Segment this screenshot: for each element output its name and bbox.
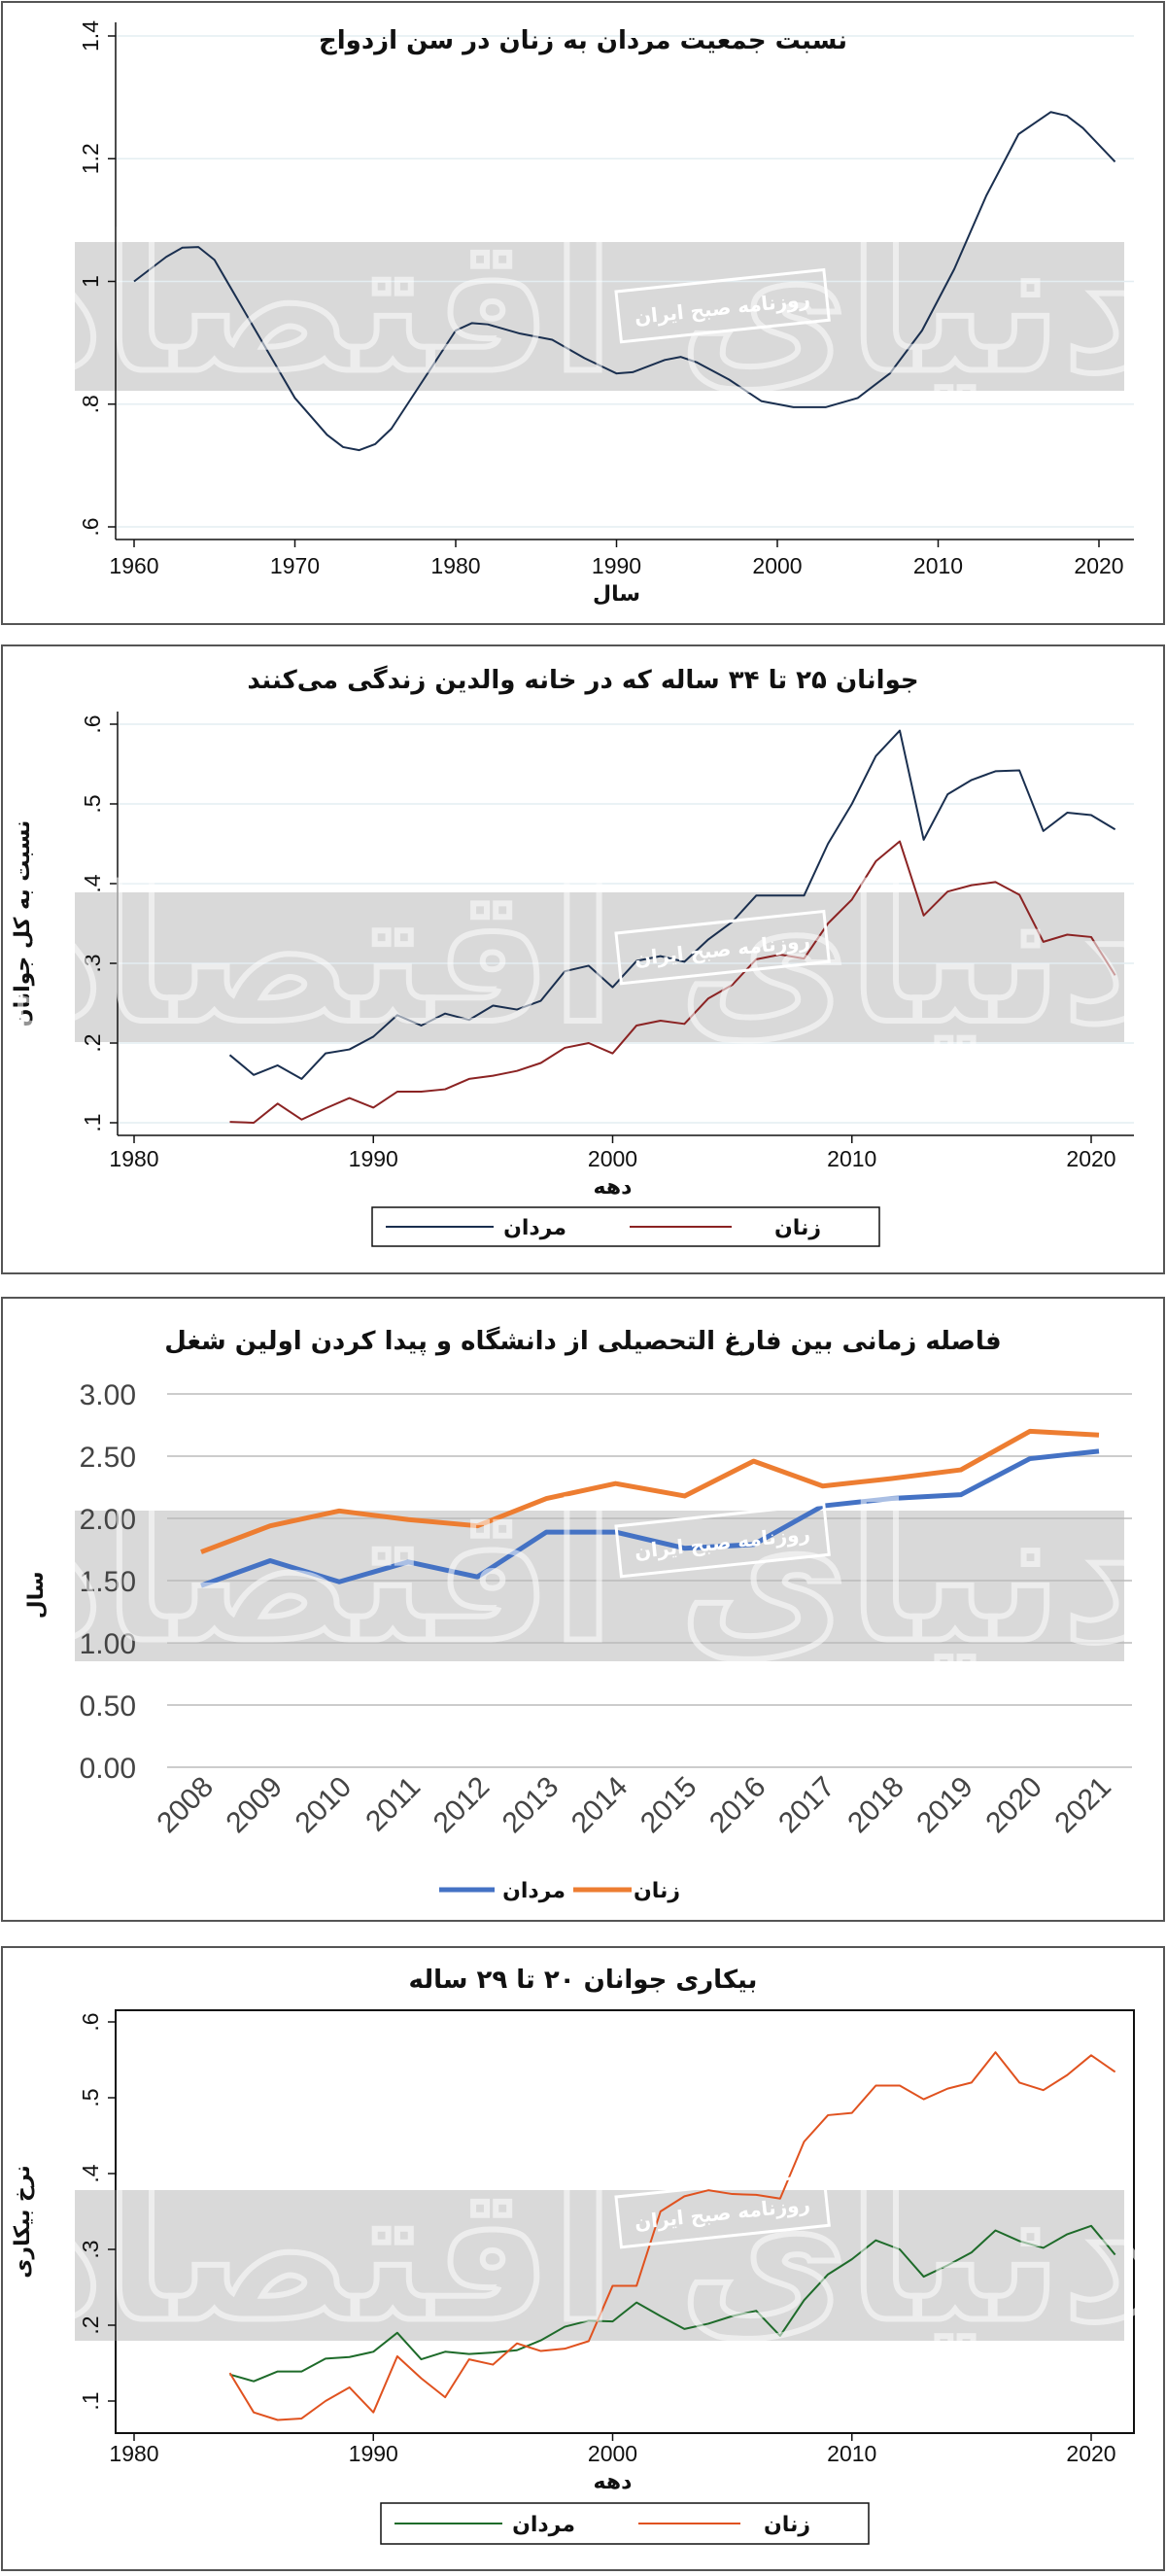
watermark-band <box>75 892 1124 1042</box>
x-tick-label: 1970 <box>270 553 320 578</box>
watermark-logo: دنیای اقتصاد <box>6 1466 1159 1687</box>
y-tick-label: .6 <box>78 517 103 536</box>
x-tick-label: 2020 <box>1066 1146 1115 1171</box>
y-axis-label: نرخ بیکاری <box>11 2165 35 2279</box>
y-tick-label: 0.50 <box>80 1690 136 1723</box>
legend: مردان زنان <box>439 1879 680 1903</box>
series-line <box>229 840 1116 1124</box>
legend-label-women: زنان <box>634 1879 680 1903</box>
y-axis-label: نسبت به کل جوانان <box>11 820 35 1027</box>
y-tick-label: 2.00 <box>80 1504 136 1536</box>
y-tick-label: 1.00 <box>80 1628 136 1660</box>
y-tick-label: .3 <box>80 954 105 972</box>
y-tick-label: 1.2 <box>78 143 103 174</box>
y-tick-label: .2 <box>78 2315 103 2334</box>
legend: مردان زنان <box>380 2502 870 2545</box>
y-tick-label: .6 <box>78 2012 103 2031</box>
series-line <box>200 1448 1100 1588</box>
y-tick-label: 1.50 <box>80 1566 136 1598</box>
x-tick-label: 2010 <box>827 2441 876 2466</box>
x-tick-label: 1980 <box>430 553 480 578</box>
stamp-frame <box>614 2173 831 2249</box>
x-axis-label: سال <box>593 582 640 607</box>
series-line <box>200 1428 1100 1554</box>
x-tick-label: 2020 <box>1066 2441 1115 2466</box>
y-tick-label: .6 <box>80 714 105 733</box>
chart-panel-2: .1 .2 .3 .4 .5 .6 1980 1990 2000 2010 2020 دهه نسبت … <box>1 644 1165 1274</box>
watermark-logo-text: دنیای اقتصاد <box>9 2148 1156 2363</box>
y-tick-label: .4 <box>78 2164 103 2182</box>
watermark-logo: دنیای اقتصاد <box>6 847 1159 1067</box>
x-tick-label: 1990 <box>349 1146 398 1171</box>
chart-panel-4: .1 .2 .3 .4 .5 .6 1980 1990 2000 2010 2020 دهه نرخ ب… <box>1 1946 1165 2571</box>
chart-title: جوانان ۲۵ تا ۳۴ ساله که در خانه والدین ز… <box>247 665 918 695</box>
legend: مردان زنان <box>371 1206 880 1247</box>
y-tick-label: 1 <box>78 275 103 288</box>
x-axis-label: دهه <box>594 1175 633 1200</box>
y-tick-label: .4 <box>80 874 105 892</box>
y-tick-label: .8 <box>78 395 103 413</box>
x-tick-label: 2000 <box>588 1146 637 1171</box>
chart-title: نسبت جمعیت مردان به زنان در سن ازدواج <box>319 26 847 55</box>
series-line <box>229 2224 1116 2383</box>
x-tick-label: 1960 <box>109 553 158 578</box>
watermark-logo-text: دنیای اقتصاد <box>9 850 1156 1064</box>
x-tick-label: 1990 <box>349 2441 398 2466</box>
x-tick-label: 2000 <box>588 2441 637 2466</box>
x-tick-label: 2010 <box>827 1146 876 1171</box>
x-tick-label: 1980 <box>109 1146 158 1171</box>
series-line <box>228 2051 1116 2421</box>
legend-label-men: مردان <box>503 1216 566 1240</box>
y-tick-label: .1 <box>78 2391 103 2410</box>
x-tick-label: 2010 <box>913 553 963 578</box>
y-tick-label: .1 <box>80 1113 105 1131</box>
x-tick-label: 2020 <box>1074 553 1123 578</box>
x-tick-label: 1990 <box>592 553 641 578</box>
stamp-frame <box>614 267 831 344</box>
stamp-frame <box>614 1502 831 1579</box>
y-tick-label: .5 <box>80 794 105 813</box>
watermark-logo-text: دنیای اقتصاد <box>9 1469 1156 1684</box>
chart-title: فاصله زمانی بین فارغ التحصیلی از دانشگاه… <box>164 1326 1001 1356</box>
x-axis-label: دهه <box>594 2470 633 2494</box>
series-line <box>228 729 1116 1080</box>
legend-label-men: مردان <box>512 2513 575 2537</box>
x-tick-label: 2000 <box>752 553 802 578</box>
chart-title: بیکاری جوانان ۲۰ تا ۲۹ ساله <box>409 1966 758 1995</box>
y-axis-label: سال <box>24 1572 49 1619</box>
y-tick-label: .2 <box>80 1033 105 1052</box>
legend-label-women: زنان <box>774 1216 821 1240</box>
chart-panel-1: .6 .8 1 1.2 1.4 1960 1970 1980 1990 2000 2010 2020 س… <box>1 1 1165 625</box>
y-tick-label: 0.00 <box>80 1753 136 1785</box>
y-tick-label: .5 <box>78 2088 103 2106</box>
y-tick-label: .3 <box>78 2240 103 2258</box>
watermark-logo: دنیای اقتصاد <box>6 196 1159 417</box>
y-tick-label: 1.4 <box>78 20 103 52</box>
stamp-frame <box>614 909 831 986</box>
watermark-logo: دنیای اقتصاد <box>6 2145 1159 2366</box>
legend-label-women: زنان <box>764 2513 810 2537</box>
legend-label-men: مردان <box>502 1879 566 1903</box>
x-tick-label: 1980 <box>109 2441 158 2466</box>
watermark-logo-text: دنیای اقتصاد <box>9 199 1156 414</box>
y-tick-label: 2.50 <box>80 1442 136 1474</box>
y-tick-label: 3.00 <box>80 1379 136 1411</box>
